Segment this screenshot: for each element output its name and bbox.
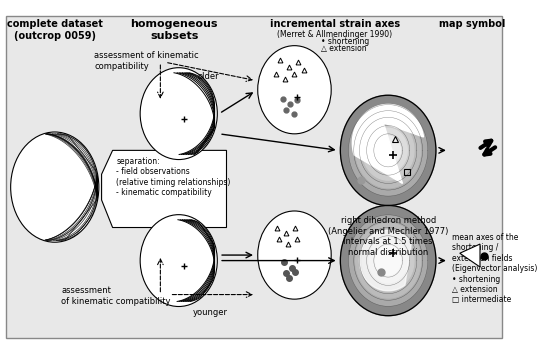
Polygon shape (349, 215, 427, 306)
FancyBboxPatch shape (6, 16, 502, 338)
Text: mean axes of the
shortening /
extension fields
(Eigenvector analysis)
• shorteni: mean axes of the shortening / extension … (452, 233, 537, 304)
Text: right dihedron method
(Angelier and Mechler 1977)
Intervals at 1.5 times
normal : right dihedron method (Angelier and Mech… (328, 217, 448, 257)
Polygon shape (376, 136, 400, 165)
Polygon shape (362, 121, 414, 180)
Polygon shape (360, 230, 411, 291)
Text: map symbol: map symbol (440, 19, 506, 29)
Text: homogeneous
subsets: homogeneous subsets (131, 19, 218, 41)
Polygon shape (369, 128, 407, 172)
Ellipse shape (11, 132, 99, 242)
Ellipse shape (258, 46, 331, 134)
Text: older: older (197, 72, 219, 81)
Text: assessment of kinematic
compatibility: assessment of kinematic compatibility (94, 51, 199, 70)
Polygon shape (341, 205, 436, 316)
Polygon shape (102, 150, 226, 228)
Text: complete dataset
(outcrop 0059): complete dataset (outcrop 0059) (7, 19, 103, 41)
Text: △ extension: △ extension (321, 44, 367, 53)
Text: assessment
of kinematic compatibility: assessment of kinematic compatibility (61, 286, 171, 306)
Text: younger: younger (193, 308, 227, 317)
Text: • shortening: • shortening (321, 38, 369, 46)
Polygon shape (369, 239, 407, 282)
Polygon shape (353, 104, 424, 183)
Text: separation:
- field observations
(relative timing relationships)
- kinematic com: separation: - field observations (relati… (116, 157, 231, 197)
Polygon shape (460, 244, 480, 267)
Polygon shape (356, 113, 421, 188)
Ellipse shape (258, 211, 331, 299)
Polygon shape (376, 246, 400, 275)
Polygon shape (362, 231, 414, 290)
Polygon shape (356, 223, 421, 298)
Text: (Merret & Allmendinger 1990): (Merret & Allmendinger 1990) (277, 30, 392, 39)
Polygon shape (349, 105, 427, 195)
Polygon shape (341, 95, 436, 205)
Ellipse shape (140, 68, 217, 160)
Ellipse shape (140, 215, 217, 307)
Text: incremental strain axes: incremental strain axes (270, 19, 400, 29)
